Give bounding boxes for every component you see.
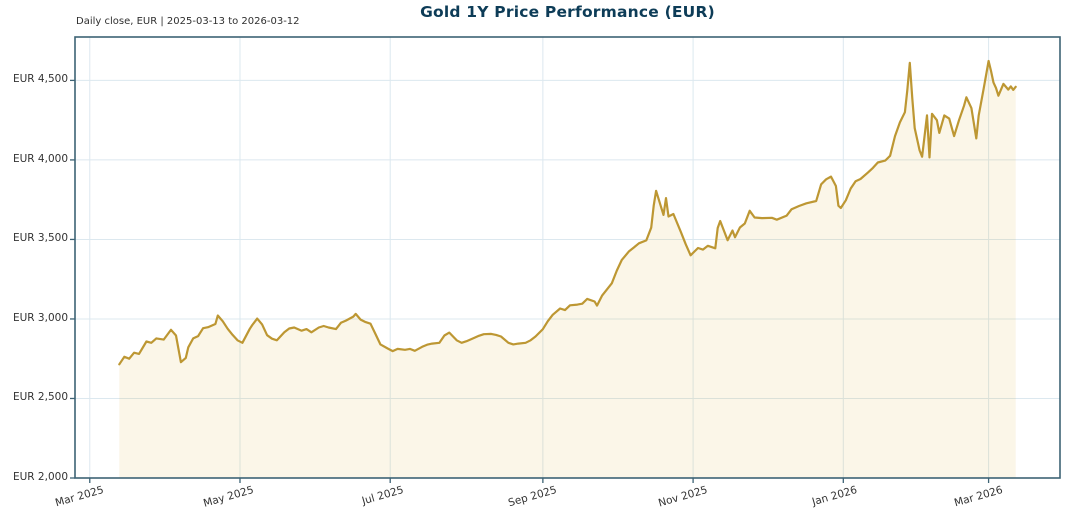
price-line <box>118 59 1017 366</box>
price-area-fill <box>119 61 1016 478</box>
chart-title: Gold 1Y Price Performance (EUR) <box>420 3 715 21</box>
chart-subtitle: Daily close, EUR | 2025-03-13 to 2026-03… <box>76 16 300 27</box>
y-tick-label: EUR 4,500 <box>12 73 68 86</box>
y-tick-label: EUR 3,000 <box>12 311 68 324</box>
y-tick-label: EUR 2,000 <box>12 471 68 483</box>
y-tick-label: EUR 2,500 <box>12 391 68 404</box>
plot-border <box>74 36 1061 479</box>
y-tick-label: EUR 4,000 <box>12 152 68 165</box>
y-tick-label: EUR 3,500 <box>12 232 68 245</box>
